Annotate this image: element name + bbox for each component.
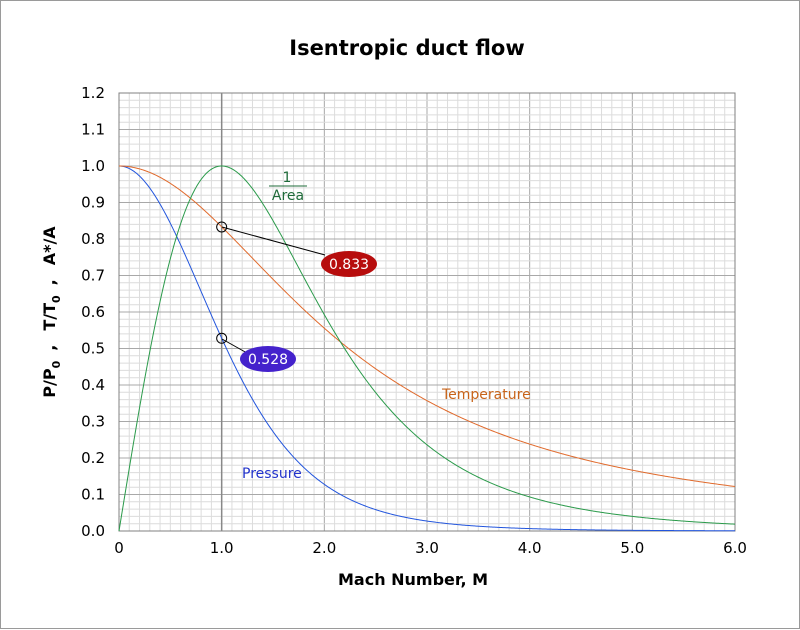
y-label-pressure-sub: 0 (50, 360, 63, 368)
pressure-label: Pressure (242, 466, 302, 482)
y-tick-label: 0.2 (81, 449, 105, 467)
x-tick-label: 5.0 (620, 539, 644, 557)
series-line-1-area (118, 165, 736, 532)
y-label-temperature: T/T (40, 303, 59, 331)
series-line-temperature (118, 165, 736, 487)
y-tick-label: 0.9 (81, 194, 105, 212)
y-tick-label: 0.0 (81, 522, 105, 540)
x-axis-label: Mach Number, M (338, 570, 488, 589)
pressure-callout-value: 0.528 (248, 352, 288, 368)
tick-labels: 0 1.0 2.0 3.0 4.0 5.0 6.0 0.0 0.1 0.2 0.3 0.4 0.5 0.6… (81, 84, 747, 557)
y-tick-label: 0.3 (81, 413, 105, 431)
series-lines (118, 165, 736, 532)
y-label-sep2: , (40, 279, 59, 285)
y-tick-label: 0.6 (81, 303, 105, 321)
x-tick-label: 1.0 (210, 539, 234, 557)
temperature-callout-badge (321, 251, 377, 277)
plot-border (118, 92, 736, 532)
area-label-numerator: 1 (283, 170, 292, 186)
x-tick-label: 0 (114, 539, 124, 557)
area-label-denominator: Area (272, 188, 304, 204)
series-line-pressure (118, 165, 735, 532)
x-tick-label: 6.0 (723, 539, 747, 557)
y-tick-label: 1.0 (81, 157, 105, 175)
y-axis-label: P/P0,T/T0,A*/A (40, 226, 63, 398)
y-label-area: A*/A (40, 226, 59, 266)
pressure-callout-badge (240, 346, 296, 372)
y-label-pressure: P/P (40, 368, 59, 398)
pressure-point-marker (216, 332, 228, 344)
x-tick-label: 2.0 (312, 539, 336, 557)
chart-title: Isentropic duct flow (289, 36, 525, 60)
y-tick-label: 0.4 (81, 376, 105, 394)
y-tick-label: 1.1 (81, 121, 105, 139)
temperature-label: Temperature (441, 387, 531, 403)
temperature-point-marker (216, 221, 228, 233)
grid (118, 92, 736, 532)
x-tick-label: 4.0 (518, 539, 542, 557)
y-tick-label: 0.1 (81, 486, 105, 504)
y-label-temperature-sub: 0 (50, 295, 63, 303)
temperature-callout-value: 0.833 (329, 257, 369, 273)
y-tick-label: 1.2 (81, 84, 105, 102)
x-tick-label: 3.0 (415, 539, 439, 557)
y-label-sep1: , (40, 345, 59, 351)
y-tick-label: 0.7 (81, 267, 105, 285)
temperature-callout-leader (221, 226, 326, 256)
y-tick-label: 0.8 (81, 230, 105, 248)
y-tick-label: 0.5 (81, 340, 105, 358)
